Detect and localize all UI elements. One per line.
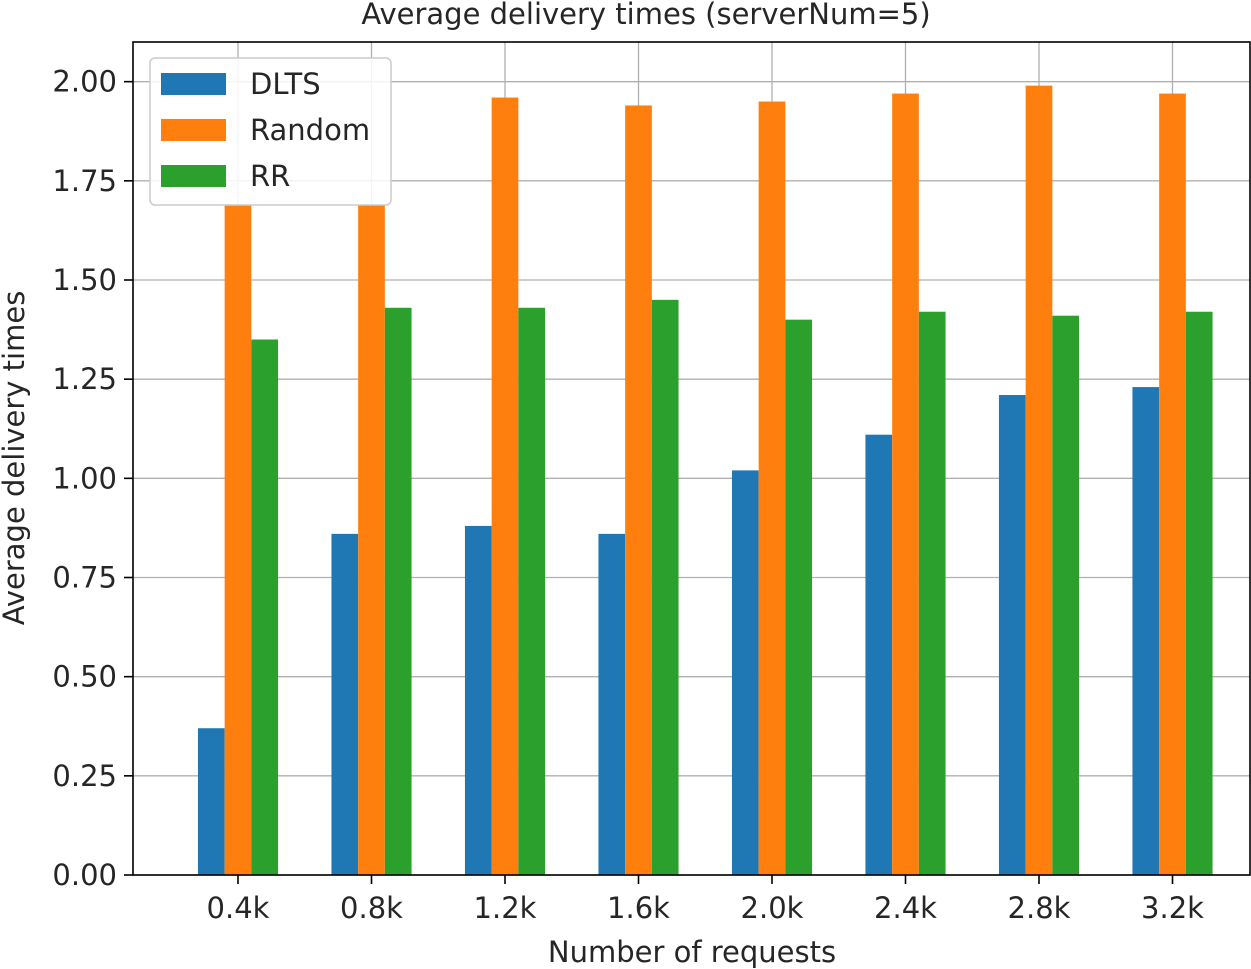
bar-rr-1.2k <box>518 307 546 875</box>
bar-rr-3.2k <box>1185 311 1213 875</box>
bar-dlts-1.2k <box>464 525 492 875</box>
bar-random-2.4k <box>892 93 919 876</box>
x-tick-label: 1.6k <box>607 891 670 925</box>
bar-random-1.6k <box>625 105 652 875</box>
legend-label-random: Random <box>250 113 370 147</box>
bar-rr-2.8k <box>1052 315 1080 875</box>
bar-random-1.2k <box>491 97 519 876</box>
y-tick-label: 1.75 <box>52 164 117 198</box>
y-tick-label: 0.25 <box>52 759 117 793</box>
x-tick-label: 2.8k <box>1008 891 1071 925</box>
legend-swatch-random <box>161 119 226 141</box>
bar-random-2.0k <box>758 101 786 875</box>
bar-rr-0.8k <box>384 307 412 875</box>
y-tick-label: 0.75 <box>52 561 117 595</box>
legend-label-dlts: DLTS <box>250 67 321 101</box>
x-tick-label: 1.2k <box>474 891 537 925</box>
bar-dlts-0.8k <box>331 533 359 875</box>
x-tick-label: 0.8k <box>340 891 403 925</box>
y-axis-title: Average delivery times <box>0 291 31 626</box>
y-axis-ticks: 0.00 0.25 0.50 0.75 1.00 1.25 1.50 1.75 2.00 <box>52 65 133 892</box>
legend-swatch-dlts <box>161 73 226 95</box>
bar-random-0.4k <box>224 204 252 876</box>
bar-dlts-2.0k <box>731 470 759 875</box>
bar-rr-2.0k <box>785 319 813 876</box>
bar-dlts-0.4k <box>197 728 225 875</box>
bar-random-0.8k <box>358 204 385 876</box>
x-tick-label: 2.0k <box>741 891 804 925</box>
bar-rr-2.4k <box>918 311 946 875</box>
x-axis-title: Number of requests <box>548 935 836 969</box>
y-tick-label: 1.25 <box>52 362 117 396</box>
x-axis-ticks: 0.4k 0.8k 1.2k 1.6k 2.0k 2.4k 2.8k 3.2k <box>207 875 1204 925</box>
chart-title: Average delivery times (serverNum=5) <box>361 0 930 31</box>
x-tick-label: 3.2k <box>1141 891 1204 925</box>
legend: DLTS Random RR <box>149 57 392 206</box>
y-tick-label: 0.50 <box>52 660 117 694</box>
plot-frame <box>132 41 1251 876</box>
x-tick-label: 2.4k <box>874 891 937 925</box>
bar-dlts-3.2k <box>1132 387 1160 875</box>
x-tick-label: 0.4k <box>207 891 270 925</box>
bar-random-2.8k <box>1025 85 1053 876</box>
bar-dlts-1.6k <box>598 533 626 875</box>
legend-swatch-rr <box>161 165 226 187</box>
y-tick-label: 1.50 <box>52 263 117 297</box>
y-tick-label: 2.00 <box>52 65 117 99</box>
y-tick-label: 0.00 <box>52 858 117 892</box>
bars <box>197 85 1213 876</box>
bar-rr-0.4k <box>251 339 279 875</box>
bar-random-3.2k <box>1159 93 1186 876</box>
y-tick-label: 1.00 <box>52 461 117 495</box>
bar-dlts-2.8k <box>998 395 1026 875</box>
bar-dlts-2.4k <box>865 434 893 875</box>
bar-rr-1.6k <box>651 299 679 875</box>
legend-label-rr: RR <box>250 159 290 193</box>
